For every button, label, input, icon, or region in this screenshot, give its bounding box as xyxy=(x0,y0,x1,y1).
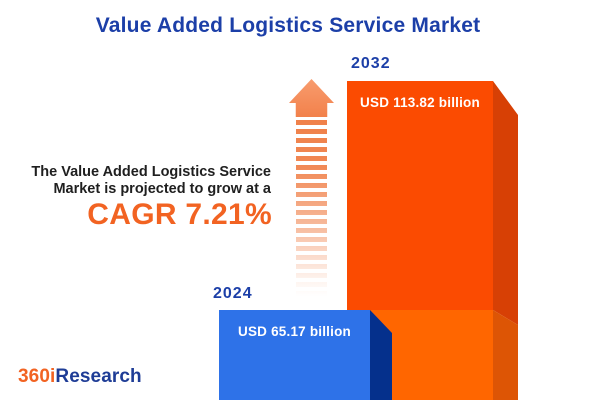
brand-logo: 360iResearch xyxy=(18,366,142,388)
arrow-dashed-tail-icon xyxy=(296,120,327,296)
market-description: The Value Added Logistics Service Market… xyxy=(0,164,271,198)
page-title: Value Added Logistics Service Market xyxy=(95,14,481,37)
bar-2032-side-upper xyxy=(493,81,518,325)
bar-value-label-2024: USD 65.17 billion xyxy=(238,324,351,339)
bar-2024-front xyxy=(219,310,370,400)
bar-value-label-2032: USD 113.82 billion xyxy=(360,95,480,110)
bar-2024-side xyxy=(370,310,392,400)
logo-suffix: Research xyxy=(55,366,142,387)
bar-column-2024: USD 65.17 billion xyxy=(219,310,392,400)
description-line-1: The Value Added Logistics Service xyxy=(31,164,271,180)
bar-2032-side-lower xyxy=(493,310,518,400)
year-label-2024: 2024 xyxy=(213,285,253,302)
cagr-value: CAGR 7.21% xyxy=(87,198,272,231)
bar-2032-front-upper xyxy=(347,81,493,310)
description-line-2: Market is projected to grow at a xyxy=(53,181,271,197)
arrow-head-icon xyxy=(289,79,334,117)
logo-prefix: 360i xyxy=(18,366,56,387)
year-label-2032: 2032 xyxy=(351,55,391,72)
